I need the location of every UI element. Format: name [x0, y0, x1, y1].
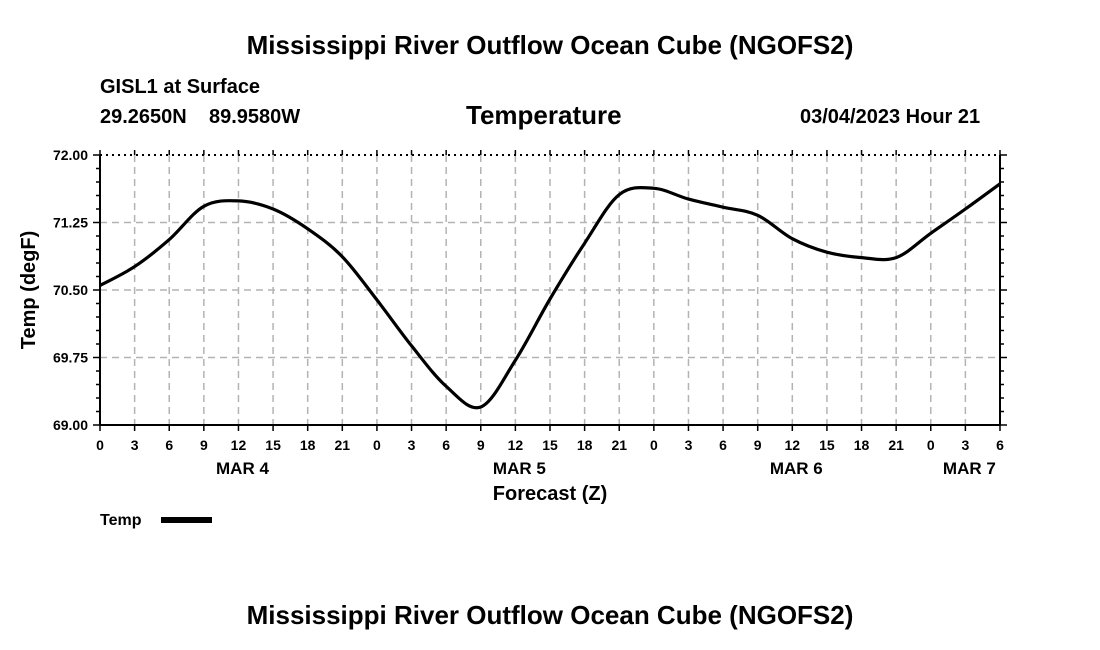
x-tick-label: 6 [442, 437, 450, 453]
y-axis-label: Temp (degF) [18, 231, 40, 350]
x-tick-label: 12 [785, 437, 801, 453]
x-tick-label: 0 [96, 437, 104, 453]
x-tick-label: 18 [854, 437, 870, 453]
x-tick-label: 21 [888, 437, 904, 453]
x-tick-label: 6 [996, 437, 1004, 453]
x-tick-label: 0 [650, 437, 658, 453]
footer-title: Mississippi River Outflow Ocean Cube (NG… [246, 600, 854, 630]
x-tick-label: 18 [577, 437, 593, 453]
x-tick-label: 6 [165, 437, 173, 453]
x-tick-label: 3 [408, 437, 416, 453]
x-tick-label: 21 [335, 437, 351, 453]
latitude-label: 29.2650N [100, 106, 187, 128]
x-tick-label: 3 [131, 437, 139, 453]
page-title: Mississippi River Outflow Ocean Cube (NG… [246, 30, 854, 60]
day-label: MAR 5 [493, 459, 546, 478]
legend-label: Temp [100, 512, 142, 529]
y-tick-label: 69.00 [53, 417, 88, 433]
x-tick-label: 12 [231, 437, 247, 453]
x-tick-label: 0 [373, 437, 381, 453]
x-tick-label: 21 [611, 437, 627, 453]
y-tick-label: 69.75 [53, 350, 88, 366]
x-tick-label: 15 [265, 437, 281, 453]
x-tick-label: 3 [685, 437, 693, 453]
x-tick-label: 15 [542, 437, 558, 453]
x-tick-label: 9 [477, 437, 485, 453]
y-tick-label: 70.50 [53, 282, 88, 298]
x-tick-label: 9 [754, 437, 762, 453]
chart-title: Temperature [466, 100, 622, 130]
y-tick-label: 72.00 [53, 147, 88, 163]
station-label: GISL1 at Surface [100, 76, 261, 98]
x-tick-label: 18 [300, 437, 316, 453]
x-tick-label: 15 [819, 437, 835, 453]
x-tick-label: 0 [927, 437, 935, 453]
x-tick-label: 9 [200, 437, 208, 453]
day-label: MAR 7 [943, 459, 996, 478]
x-tick-label: 3 [961, 437, 969, 453]
series-line-temp [99, 182, 1001, 410]
y-tick-label: 71.25 [53, 215, 88, 231]
x-tick-label: 6 [719, 437, 727, 453]
x-axis-label: Forecast (Z) [493, 483, 607, 505]
day-label: MAR 4 [216, 459, 269, 478]
datetime-label: 03/04/2023 Hour 21 [800, 106, 981, 128]
day-label: MAR 6 [770, 459, 823, 478]
longitude-label: 89.9580W [209, 106, 301, 128]
x-tick-label: 12 [508, 437, 524, 453]
